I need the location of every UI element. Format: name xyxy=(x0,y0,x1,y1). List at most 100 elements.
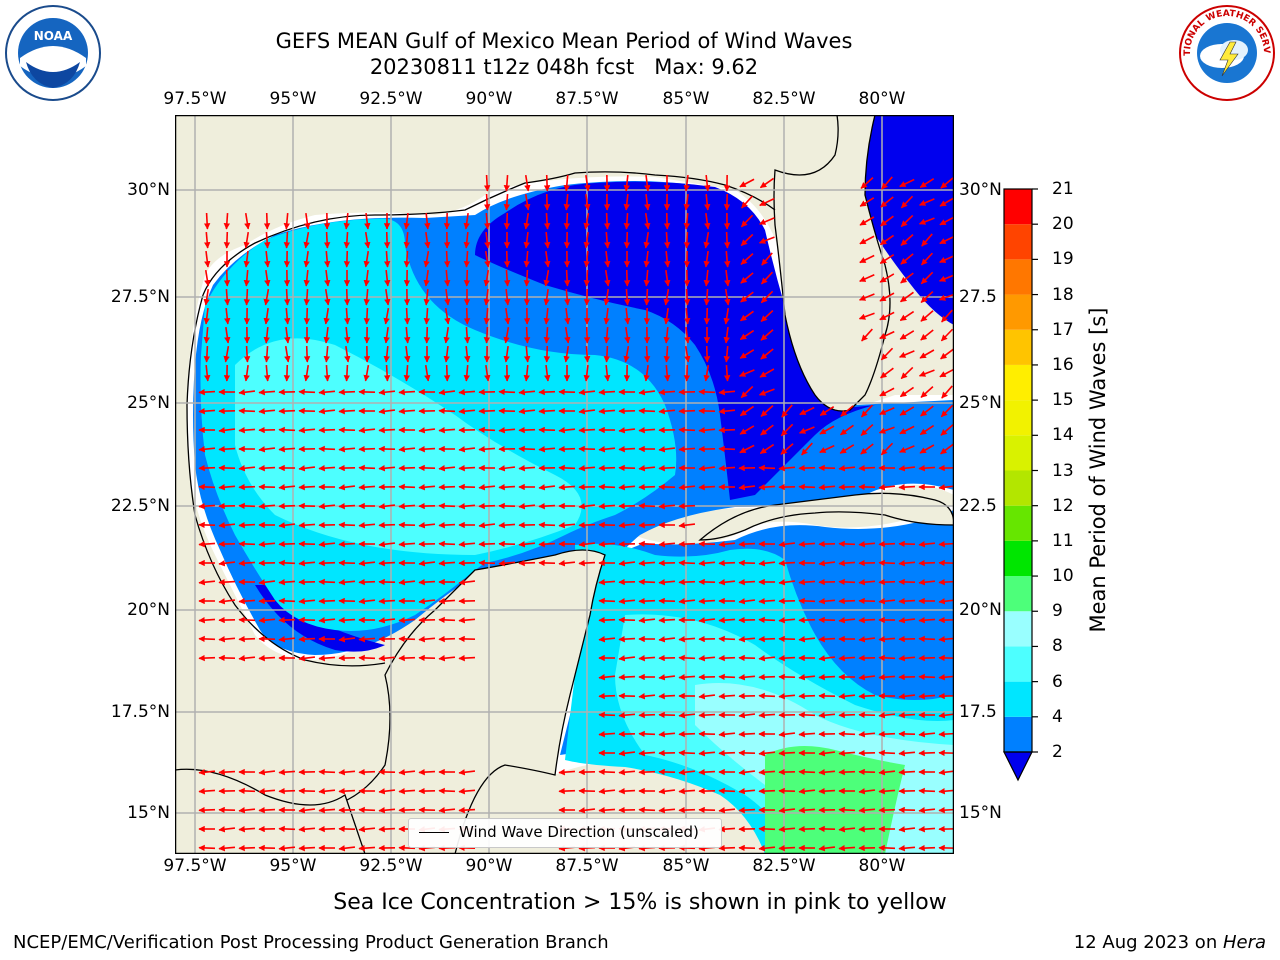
wind-wave-arrow xyxy=(343,364,351,382)
wind-wave-arrow xyxy=(618,484,636,491)
wind-wave-arrow xyxy=(238,825,256,833)
wind-wave-arrow xyxy=(303,364,310,382)
wind-wave-arrow xyxy=(838,465,856,472)
wind-wave-arrow xyxy=(198,769,216,776)
wind-wave-arrow xyxy=(278,484,296,491)
wind-wave-arrow xyxy=(558,464,576,472)
wind-wave-arrow xyxy=(838,578,856,586)
wind-wave-arrow xyxy=(523,231,530,249)
wind-wave-arrow xyxy=(938,293,954,301)
wind-wave-arrow xyxy=(358,560,376,567)
wind-wave-arrow xyxy=(363,269,370,287)
wind-wave-arrow xyxy=(318,788,336,795)
wind-wave-arrow xyxy=(838,749,856,757)
wind-wave-arrow xyxy=(678,730,696,738)
lon-tick-bottom: 82.5°W xyxy=(752,856,816,876)
wind-wave-arrow xyxy=(838,540,856,548)
wind-wave-arrow xyxy=(759,177,775,189)
wind-wave-arrow xyxy=(879,253,895,265)
wind-wave-arrow xyxy=(658,446,676,453)
wind-wave-arrow xyxy=(303,269,310,287)
wind-wave-arrow xyxy=(364,212,371,230)
wind-wave-arrow xyxy=(918,654,936,662)
wind-wave-arrow xyxy=(444,307,451,325)
wind-wave-arrow xyxy=(544,364,551,382)
wind-wave-arrow xyxy=(518,445,536,453)
wind-wave-arrow xyxy=(938,806,954,814)
wind-wave-arrow xyxy=(298,388,316,396)
wind-wave-arrow xyxy=(524,345,531,363)
wind-wave-arrow xyxy=(418,484,436,491)
wind-wave-arrow xyxy=(443,364,451,382)
wind-wave-arrow xyxy=(739,349,755,359)
wind-wave-arrow xyxy=(740,310,754,322)
colorbar-band xyxy=(1004,224,1032,260)
footer-date: 12 Aug 2023 on Hera xyxy=(1074,932,1266,953)
wind-wave-arrow xyxy=(203,326,210,344)
wind-wave-arrow xyxy=(663,288,670,306)
wind-wave-arrow xyxy=(198,806,216,814)
wind-wave-arrow xyxy=(238,807,256,814)
wind-wave-arrow xyxy=(438,807,456,814)
colorbar-band xyxy=(1004,364,1032,401)
wind-wave-arrow xyxy=(703,288,711,306)
wind-wave-arrow xyxy=(258,541,276,548)
wind-wave-arrow xyxy=(464,345,471,363)
wind-wave-arrow xyxy=(878,844,896,852)
wind-wave-arrow xyxy=(858,579,876,586)
wind-wave-arrow xyxy=(758,464,776,472)
wind-wave-arrow xyxy=(498,427,516,434)
wind-wave-arrow xyxy=(778,541,796,548)
wind-wave-arrow xyxy=(298,483,316,491)
wind-wave-arrow xyxy=(718,673,736,681)
wind-wave-arrow xyxy=(538,388,556,396)
wind-wave-arrow xyxy=(638,559,656,567)
wind-wave-arrow xyxy=(798,730,816,738)
wind-wave-arrow xyxy=(781,404,793,418)
wind-wave-arrow xyxy=(878,787,896,795)
wind-wave-arrow xyxy=(598,388,616,396)
wind-wave-arrow xyxy=(223,269,231,287)
wind-wave-arrow xyxy=(203,307,210,325)
wind-wave-arrow xyxy=(798,768,816,776)
wind-wave-arrow xyxy=(920,405,934,417)
wind-wave-arrow xyxy=(583,269,591,287)
wind-wave-arrow xyxy=(503,250,511,268)
wind-wave-arrow xyxy=(939,255,954,263)
colorbar-band xyxy=(1004,294,1032,330)
wind-wave-arrow xyxy=(920,290,934,304)
wind-wave-arrow xyxy=(778,465,796,472)
wind-wave-arrow xyxy=(298,560,316,567)
wind-wave-arrow xyxy=(503,212,511,230)
wind-wave-arrow xyxy=(918,749,936,757)
wind-wave-arrow xyxy=(438,787,456,795)
wind-wave-arrow xyxy=(758,673,776,681)
wind-wave-arrow xyxy=(243,250,250,268)
wind-wave-arrow xyxy=(478,445,496,453)
colorbar-band xyxy=(1004,189,1032,225)
colorbar-band xyxy=(1004,576,1032,612)
wind-wave-arrow xyxy=(738,806,756,814)
wind-wave-arrow xyxy=(760,405,774,417)
wind-wave-arrow xyxy=(858,464,876,472)
wind-wave-arrow xyxy=(318,768,336,776)
wind-wave-arrow xyxy=(238,655,256,662)
wind-wave-arrow xyxy=(698,560,716,567)
wind-wave-arrow xyxy=(438,540,456,548)
wind-wave-arrow xyxy=(578,521,596,529)
wind-wave-arrow xyxy=(278,636,296,643)
wind-wave-arrow xyxy=(278,559,296,567)
wind-wave-arrow xyxy=(798,540,816,548)
wind-wave-arrow xyxy=(223,212,231,230)
wind-wave-arrow xyxy=(378,389,396,396)
wind-wave-arrow xyxy=(858,293,875,301)
wind-wave-arrow xyxy=(238,521,256,529)
wind-wave-arrow xyxy=(858,312,875,320)
wind-wave-arrow xyxy=(638,806,656,814)
colorbar-label: Mean Period of Wind Waves [s] xyxy=(1086,307,1110,633)
wind-wave-arrow xyxy=(898,845,916,852)
wind-wave-arrow xyxy=(458,579,476,586)
wind-wave-arrow xyxy=(578,541,596,548)
wave-period-band-9-10 xyxy=(765,746,905,854)
colorbar-band xyxy=(1004,611,1032,647)
